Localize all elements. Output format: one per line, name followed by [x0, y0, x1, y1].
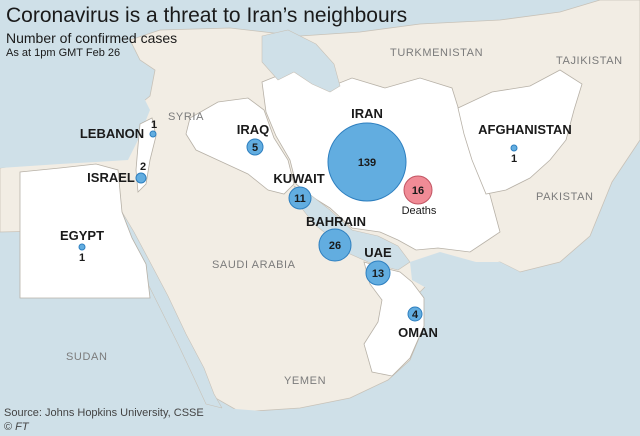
label-uae: UAE	[364, 245, 392, 260]
value-iran-deaths: 16	[412, 185, 424, 197]
iraq-shape	[185, 97, 295, 195]
label-bahrain: BAHRAIN	[306, 214, 366, 229]
label-egypt: EGYPT	[60, 228, 104, 243]
label-kuwait: KUWAIT	[273, 171, 324, 186]
label-sudan: SUDAN	[66, 351, 108, 363]
bubble-iran	[327, 122, 407, 202]
afghanistan-shape	[457, 69, 583, 195]
bubble-israel	[135, 172, 147, 184]
label-pakistan: PAKISTAN	[536, 191, 594, 203]
credit: © FT	[4, 421, 29, 433]
arabian-sea	[380, 250, 640, 436]
label-israel: ISRAEL	[87, 170, 135, 185]
bubble-iraq	[246, 138, 264, 156]
value-bahrain: 26	[329, 240, 341, 252]
gulf-of-oman	[410, 252, 520, 290]
credit-org: FT	[15, 421, 29, 433]
bubbles	[78, 122, 518, 322]
label-afghanistan: AFGHANISTAN	[478, 122, 572, 137]
label-turkmenistan: TURKMENISTAN	[390, 47, 483, 59]
persian-gulf	[293, 185, 411, 271]
value-iraq: 5	[252, 142, 258, 154]
bubble-iran-deaths	[403, 175, 433, 205]
bubble-bahrain	[318, 228, 352, 262]
source-note: Source: Johns Hopkins University, CSSE	[4, 407, 204, 419]
gulf-states-shape	[363, 261, 425, 377]
bubble-egypt	[78, 243, 86, 251]
value-kuwait: 11	[294, 193, 306, 205]
bubble-afghanistan	[510, 144, 518, 152]
mediterranean-sea	[0, 60, 150, 168]
label-syria: SYRIA	[168, 111, 204, 123]
chart-title: Coronavirus is a threat to Iran’s neighb…	[6, 4, 408, 27]
value-iran: 139	[358, 157, 376, 169]
label-iran: IRAN	[351, 106, 383, 121]
value-israel: 2	[140, 161, 146, 173]
caspian-sea	[261, 29, 341, 93]
bubble-kuwait	[288, 186, 312, 210]
label-yemen: YEMEN	[284, 375, 326, 387]
bubble-lebanon	[149, 130, 157, 138]
value-oman: 4	[412, 309, 419, 321]
value-uae: 13	[372, 268, 384, 280]
label-tajikistan: TAJIKISTAN	[556, 55, 623, 67]
gulf-of-aden	[222, 392, 388, 436]
egypt-shape	[19, 163, 151, 299]
value-afghanistan: 1	[511, 153, 517, 165]
label-saudi-arabia: SAUDI ARABIA	[212, 259, 296, 271]
label-oman: OMAN	[398, 325, 438, 340]
bubble-uae	[365, 260, 391, 286]
copyright-symbol: ©	[4, 421, 13, 433]
chart-subtitle: Number of confirmed cases	[6, 30, 178, 46]
value-lebanon: 1	[151, 119, 157, 131]
value-egypt: 1	[79, 252, 85, 264]
label-deaths: Deaths	[402, 205, 437, 217]
bubble-oman	[407, 306, 423, 322]
as-at-note: As at 1pm GMT Feb 26	[6, 47, 121, 59]
label-iraq: IRAQ	[237, 122, 270, 137]
label-lebanon: LEBANON	[80, 126, 144, 141]
